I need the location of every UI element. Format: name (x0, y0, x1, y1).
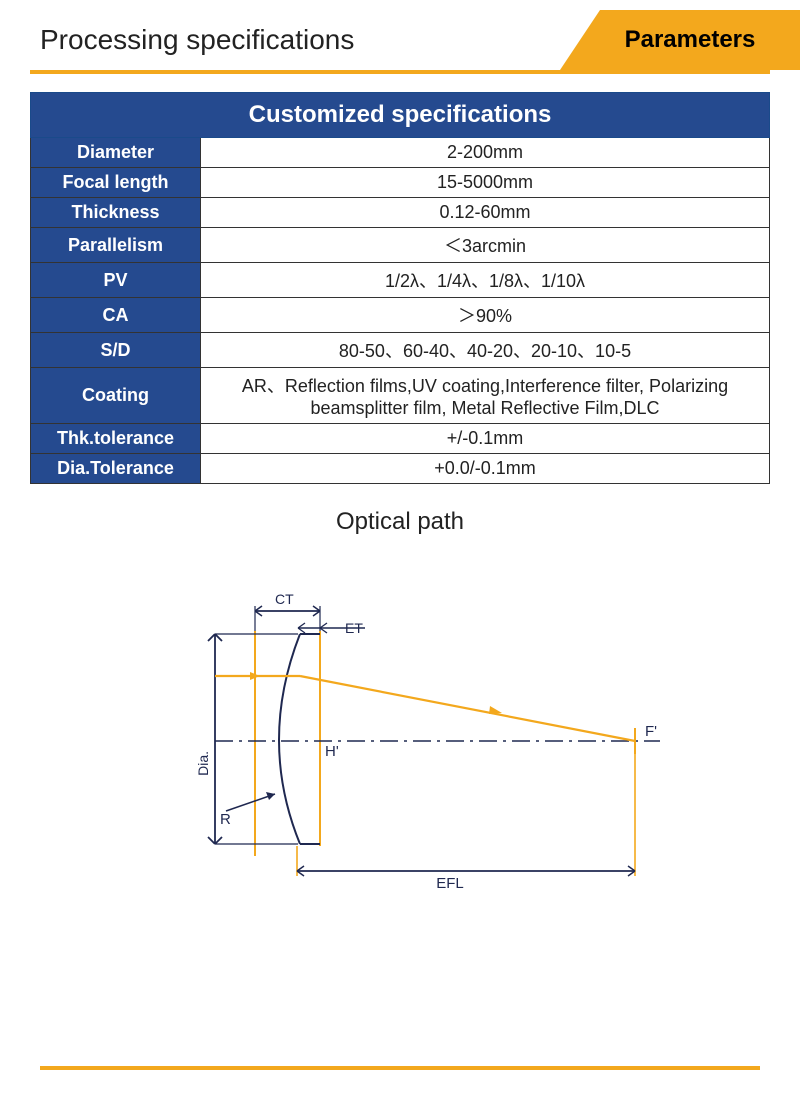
spec-value: AR、Reflection films,UV coating,Interfere… (201, 368, 770, 424)
spec-label: CA (31, 298, 201, 333)
spec-value: 2-200mm (201, 138, 770, 168)
dia-label: Dia. (195, 751, 211, 776)
spec-value: +0.0/-0.1mm (201, 454, 770, 484)
spec-label: Focal length (31, 168, 201, 198)
spec-label: Thk.tolerance (31, 424, 201, 454)
header-row: Processing specifications Parameters (0, 10, 800, 70)
optical-path-title: Optical path (0, 508, 800, 536)
spec-value: 0.12-60mm (201, 198, 770, 228)
lens-curve (279, 634, 300, 844)
footer-underline (40, 1066, 760, 1070)
table-row: Parallelism＜3arcmin (31, 228, 770, 263)
efl-label: EFL (436, 875, 464, 892)
optical-path-diagram: Dia. CT ET H' R F' (100, 556, 700, 916)
spec-label: S/D (31, 333, 201, 368)
ct-label: CT (275, 591, 294, 607)
table-row: CoatingAR、Reflection films,UV coating,In… (31, 368, 770, 424)
h-prime-label: H' (325, 743, 339, 760)
parameters-label: Parameters (595, 26, 756, 54)
table-row: Thk.tolerance+/-0.1mm (31, 424, 770, 454)
dia-arrow-tl (208, 634, 215, 641)
spec-label: Coating (31, 368, 201, 424)
table-title: Customized specifications (31, 93, 770, 138)
table-row: CA＞90% (31, 298, 770, 333)
spec-value: 1/2λ、1/4λ、1/8λ、1/10λ (201, 263, 770, 298)
spec-label: Dia.Tolerance (31, 454, 201, 484)
dia-arrow-br (215, 837, 222, 844)
ray-refracted (300, 676, 635, 741)
spec-label: PV (31, 263, 201, 298)
dia-arrow-bl (208, 837, 215, 844)
spec-label: Parallelism (31, 228, 201, 263)
et-label: ET (345, 620, 363, 636)
spec-value: 15-5000mm (201, 168, 770, 198)
spec-value: +/-0.1mm (201, 424, 770, 454)
r-leader (226, 794, 275, 811)
spec-value: ＜3arcmin (201, 228, 770, 263)
table-row: Dia.Tolerance+0.0/-0.1mm (31, 454, 770, 484)
table-row: Focal length15-5000mm (31, 168, 770, 198)
specifications-table: Customized specifications Diameter2-200m… (30, 92, 770, 484)
r-label: R (220, 811, 231, 828)
table-row: PV1/2λ、1/4λ、1/8λ、1/10λ (31, 263, 770, 298)
table-row: S/D80-50、60-40、40-20、20-10、10-5 (31, 333, 770, 368)
f-prime-label: F' (645, 723, 657, 740)
spec-value: ＞90% (201, 298, 770, 333)
ray-out-arrow (489, 706, 502, 714)
table-row: Thickness0.12-60mm (31, 198, 770, 228)
spec-value: 80-50、60-40、40-20、20-10、10-5 (201, 333, 770, 368)
spec-label: Thickness (31, 198, 201, 228)
table-row: Diameter2-200mm (31, 138, 770, 168)
dia-arrow-tr (215, 634, 222, 641)
parameters-tab: Parameters (550, 10, 800, 70)
spec-label: Diameter (31, 138, 201, 168)
header-underline (30, 70, 770, 74)
